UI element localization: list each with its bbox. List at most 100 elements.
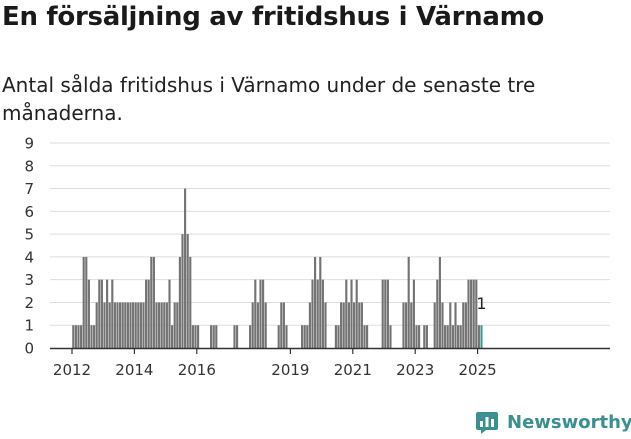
- bar: [407, 256, 410, 348]
- bar: [254, 279, 257, 348]
- bar: [319, 256, 322, 348]
- newsworthy-brand: Newsworthy: [475, 407, 631, 437]
- bar: [212, 325, 215, 348]
- bar: [306, 325, 309, 348]
- x-tick-label: 2025: [459, 361, 497, 379]
- x-tick-label: 2019: [271, 361, 309, 379]
- bar: [405, 302, 408, 348]
- bar: [438, 256, 441, 348]
- bar: [124, 302, 127, 348]
- bar: [340, 302, 343, 348]
- bar: [259, 279, 262, 348]
- bar: [215, 325, 218, 348]
- bar: [210, 325, 213, 348]
- bar: [165, 302, 168, 348]
- bar: [113, 302, 116, 348]
- bar: [137, 302, 140, 348]
- y-tick-label: 9: [24, 135, 34, 153]
- bar: [158, 302, 161, 348]
- bar: [184, 188, 187, 348]
- y-tick-label: 6: [24, 203, 34, 221]
- bar: [80, 325, 83, 348]
- bar: [152, 256, 155, 348]
- bar: [384, 279, 387, 348]
- newsworthy-bar-chart-logo-icon: [476, 412, 498, 434]
- bar: [353, 302, 356, 348]
- bar: [249, 325, 252, 348]
- data-labels: 1: [476, 294, 486, 313]
- bar: [311, 279, 314, 348]
- bar: [160, 302, 163, 348]
- bar: [282, 302, 285, 348]
- bar: [256, 302, 259, 348]
- y-tick-label: 5: [24, 226, 34, 244]
- y-tick-label: 0: [24, 340, 34, 358]
- bar: [324, 302, 327, 348]
- bar: [462, 302, 465, 348]
- bar: [464, 302, 467, 348]
- bar: [82, 256, 85, 348]
- x-tick-label: 2023: [396, 361, 434, 379]
- bar: [358, 302, 361, 348]
- chart-subtitle: Antal sålda fritidshus i Värnamo under d…: [2, 73, 536, 125]
- bar: [163, 302, 166, 348]
- bar: [74, 325, 77, 348]
- bars: [72, 188, 483, 348]
- bar: [264, 302, 267, 348]
- bar: [171, 325, 174, 348]
- bar: [95, 302, 98, 348]
- bar: [173, 302, 176, 348]
- bar: [126, 302, 129, 348]
- bar: [233, 325, 236, 348]
- bar: [280, 302, 283, 348]
- bar: [100, 279, 103, 348]
- bar: [106, 279, 109, 348]
- latest-value-label: 1: [476, 294, 486, 313]
- y-tick-label: 1: [24, 317, 34, 335]
- bar: [467, 279, 470, 348]
- y-tick-label: 4: [24, 248, 34, 266]
- bar: [363, 325, 366, 348]
- bar: [316, 279, 319, 348]
- y-tick-label: 7: [24, 180, 34, 198]
- bar: [337, 325, 340, 348]
- bar: [103, 302, 106, 348]
- bar-latest: [480, 325, 483, 348]
- bar: [93, 325, 96, 348]
- x-axis-ticks: 2012 2014 2016 2019 2021 2023 2025: [53, 348, 497, 379]
- bar: [176, 302, 179, 348]
- bar: [418, 325, 421, 348]
- bar: [121, 302, 124, 348]
- bar: [347, 302, 350, 348]
- bar: [168, 279, 171, 348]
- bar: [451, 325, 454, 348]
- bar: [470, 279, 473, 348]
- bar: [119, 302, 122, 348]
- bar: [191, 325, 194, 348]
- bar: [444, 325, 447, 348]
- bar: [334, 325, 337, 348]
- bar: [145, 279, 148, 348]
- bar: [345, 279, 348, 348]
- bar: [436, 279, 439, 348]
- bar: [415, 325, 418, 348]
- y-axis-ticks: 0 1 2 3 4 5 6 7 8 9: [24, 135, 34, 358]
- bar: [433, 302, 436, 348]
- page-title: En försäljning av fritidshus i Värnamo: [2, 2, 544, 32]
- bar: [236, 325, 239, 348]
- bar: [457, 325, 460, 348]
- gridlines: [50, 142, 610, 326]
- x-tick-label: 2016: [178, 361, 216, 379]
- bar: [410, 302, 413, 348]
- x-tick-label: 2012: [53, 361, 91, 379]
- y-tick-label: 2: [24, 294, 34, 312]
- x-tick-label: 2014: [115, 361, 153, 379]
- bar: [72, 325, 75, 348]
- y-tick-label: 3: [24, 271, 34, 289]
- bar: [381, 279, 384, 348]
- bar: [251, 302, 254, 348]
- bar: [194, 325, 197, 348]
- bar: [342, 302, 345, 348]
- bar: [355, 279, 358, 348]
- bar: [262, 279, 265, 348]
